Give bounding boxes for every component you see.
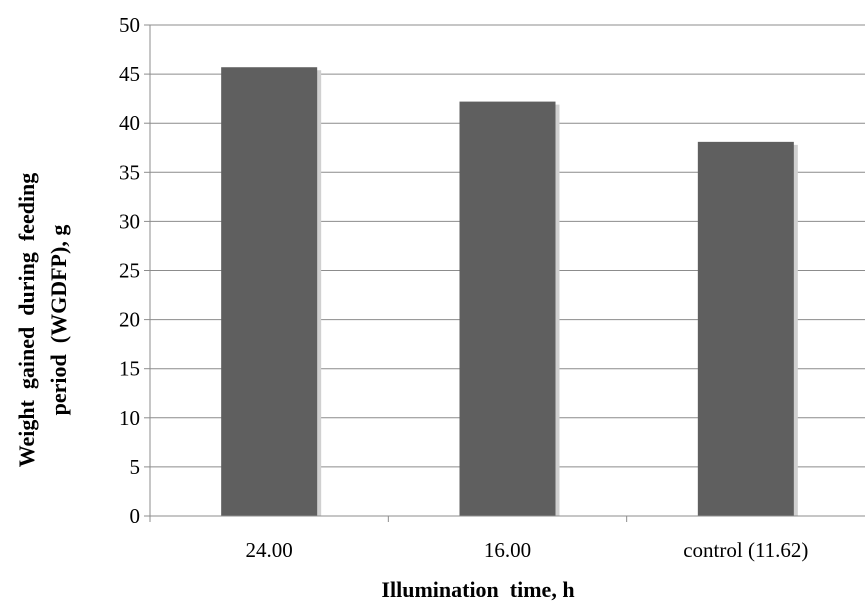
x-tick-label: control (11.62) [683, 538, 808, 562]
y-tick-label: 5 [130, 455, 141, 479]
y-tick-label: 20 [119, 308, 140, 332]
bar-1 [221, 67, 318, 516]
y-axis-title-line-1: Weight gained during feeding [14, 173, 39, 468]
x-tick-label: 16.00 [484, 538, 531, 562]
y-tick-label: 50 [119, 13, 140, 37]
y-tick-label: 45 [119, 62, 140, 86]
x-tick-label: 24.00 [246, 538, 293, 562]
bars [221, 67, 798, 516]
y-tick-label: 35 [119, 160, 140, 184]
y-tick-label: 15 [119, 357, 140, 381]
y-tick-label: 0 [130, 504, 141, 528]
bar-3 [697, 141, 794, 516]
x-axis-title: Illumination time, h [381, 577, 574, 602]
bar-2 [459, 101, 556, 516]
y-tick-label: 40 [119, 111, 140, 135]
y-axis-title-line-2: period (WGDFP), g [46, 225, 71, 416]
y-tick-label: 25 [119, 259, 140, 283]
y-tick-label: 10 [119, 406, 140, 430]
y-tick-labels: 0 5 10 15 20 25 30 35 40 45 50 [119, 13, 140, 528]
x-tick-labels: 24.00 16.00 control (11.62) [246, 538, 809, 562]
y-tick-label: 30 [119, 209, 140, 233]
axes [149, 25, 865, 517]
